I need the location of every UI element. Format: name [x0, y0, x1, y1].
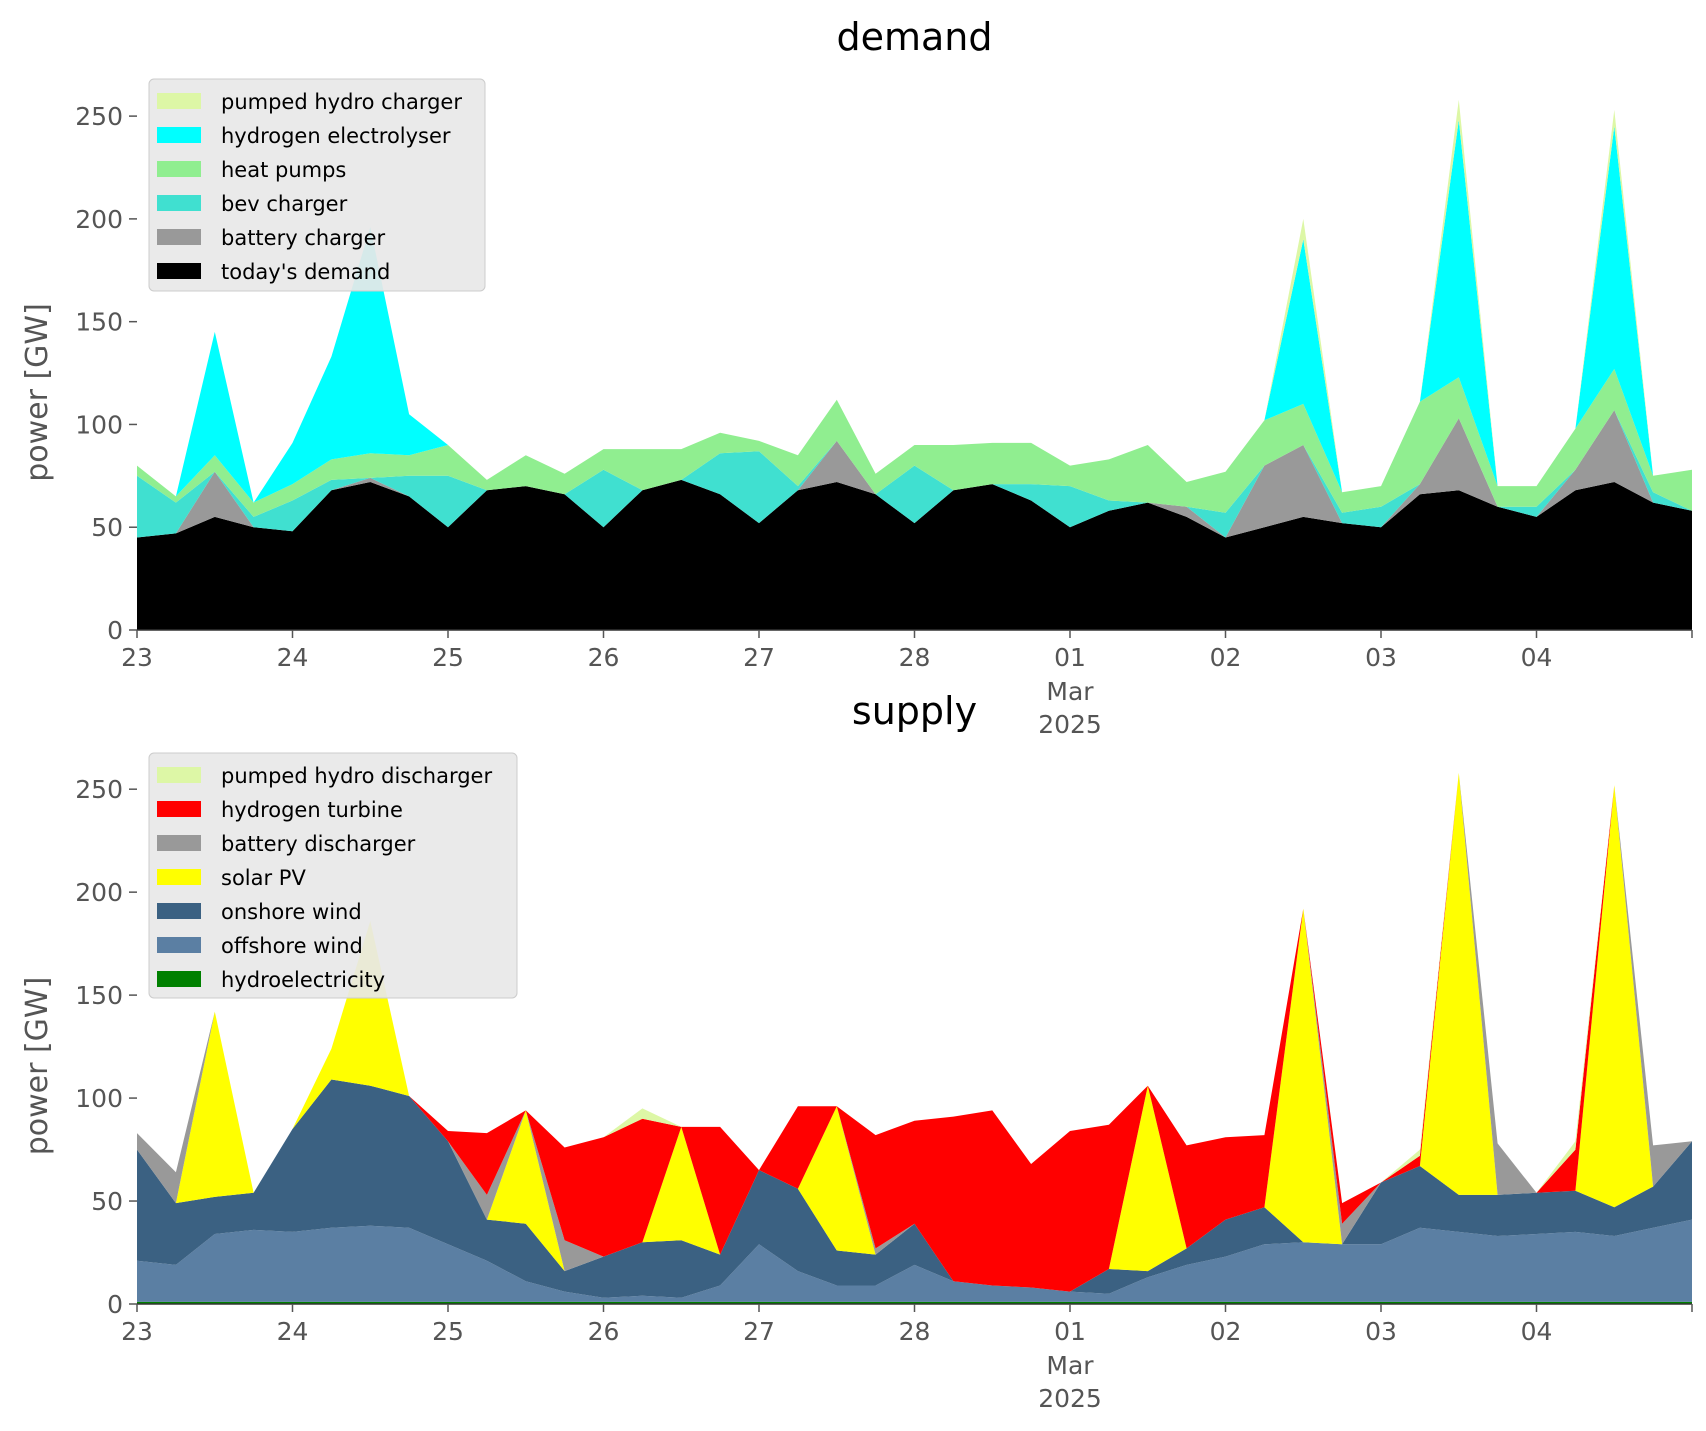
legend-swatch [157, 161, 201, 177]
x-tick-label: 23 [121, 643, 153, 672]
x-tick-label: 24 [277, 1317, 309, 1346]
legend-swatch [157, 127, 201, 143]
x-tick-label: 24 [277, 643, 309, 672]
x-tick-label: 02 [1210, 643, 1242, 672]
y-tick-label: 50 [91, 513, 123, 542]
legend-swatch [157, 801, 201, 817]
x-tick-label: 26 [588, 643, 620, 672]
area-battery-charger [137, 410, 1692, 538]
x-tick-label: 03 [1365, 643, 1397, 672]
area-bev-charger [137, 410, 1692, 538]
y-tick-label: 100 [75, 1084, 123, 1113]
legend: pumped hydro discharger hydrogen turbine b… [148, 752, 518, 999]
legend-swatch [157, 903, 201, 919]
area-today-s-demand [137, 479, 1692, 630]
x-tick-sublabel: Mar [1046, 677, 1094, 706]
y-tick-label: 100 [75, 410, 123, 439]
legend-label: battery discharger [221, 832, 416, 856]
x-tick-label: 26 [588, 1317, 620, 1346]
area-hydrogen-turbine [137, 772, 1692, 1292]
x-tick-label: 03 [1365, 1317, 1397, 1346]
legend-swatch [157, 937, 201, 953]
legend-label: onshore wind [221, 900, 362, 924]
legend-label: today's demand [221, 260, 390, 284]
area-solar-pv [137, 772, 1692, 1292]
chart-title: demand [836, 15, 992, 59]
x-tick-label: 27 [743, 1317, 775, 1346]
legend-label: hydroelectricity [221, 968, 385, 992]
legend-label: battery charger [221, 226, 386, 250]
x-tick-sublabel: Mar [1046, 1351, 1094, 1380]
legend-box [148, 752, 518, 999]
x-tick-label: 01 [1054, 643, 1086, 672]
x-tick-sublabel: 2025 [1038, 710, 1102, 739]
x-tick-label: 28 [899, 1317, 931, 1346]
y-tick-label: 0 [107, 1290, 123, 1319]
x-tick-label: 27 [743, 643, 775, 672]
legend-box [148, 78, 486, 292]
area-hydrogen-electrolyser [137, 120, 1692, 503]
y-axis-label: power [GW] [20, 977, 55, 1156]
legend-swatch [157, 229, 201, 245]
legend-swatch [157, 93, 201, 109]
x-tick-label: 02 [1210, 1317, 1242, 1346]
y-tick-label: 200 [75, 878, 123, 907]
legend-swatch [157, 971, 201, 987]
y-tick-label: 250 [75, 775, 123, 804]
legend-swatch [157, 195, 201, 211]
legend-swatch [157, 869, 201, 885]
legend-swatch [157, 835, 201, 851]
x-tick-label: 04 [1521, 1317, 1553, 1346]
legend-label: offshore wind [221, 934, 363, 958]
legend-swatch [157, 767, 201, 783]
y-tick-label: 50 [91, 1187, 123, 1216]
legend-label: pumped hydro charger [221, 90, 462, 114]
y-tick-label: 150 [75, 981, 123, 1010]
y-tick-label: 0 [107, 616, 123, 645]
y-axis-label: power [GW] [20, 303, 55, 482]
y-tick-label: 150 [75, 308, 123, 337]
legend-label: solar PV [221, 866, 306, 890]
legend-label: hydrogen turbine [221, 798, 403, 822]
area-heat-pumps [137, 368, 1692, 517]
legend-swatch [157, 263, 201, 279]
area-offshore-wind [137, 1219, 1692, 1302]
x-tick-label: 01 [1054, 1317, 1086, 1346]
x-tick-label: 28 [899, 643, 931, 672]
area-onshore-wind [137, 1079, 1692, 1298]
chart-title: supply [852, 689, 977, 733]
y-tick-label: 250 [75, 102, 123, 131]
chart-panel-demand: demand power [GW] 0 50 100 150 200 250 23 24 25 26 2… [20, 15, 1693, 739]
x-tick-label: 23 [121, 1317, 153, 1346]
x-tick-sublabel: 2025 [1038, 1384, 1102, 1413]
legend: pumped hydro charger hydrogen electrolyse… [148, 78, 486, 292]
chart-panel-supply: supply power [GW] 0 50 100 150 200 250 23 24 25 26 2… [20, 689, 1693, 1413]
x-tick-label: 25 [432, 643, 464, 672]
legend-label: pumped hydro discharger [221, 764, 492, 788]
x-tick-label: 04 [1521, 643, 1553, 672]
x-tick-label: 25 [432, 1317, 464, 1346]
legend-label: hydrogen electrolyser [221, 124, 451, 148]
legend-label: heat pumps [221, 158, 346, 182]
legend-label: bev charger [221, 192, 348, 216]
y-tick-label: 200 [75, 205, 123, 234]
